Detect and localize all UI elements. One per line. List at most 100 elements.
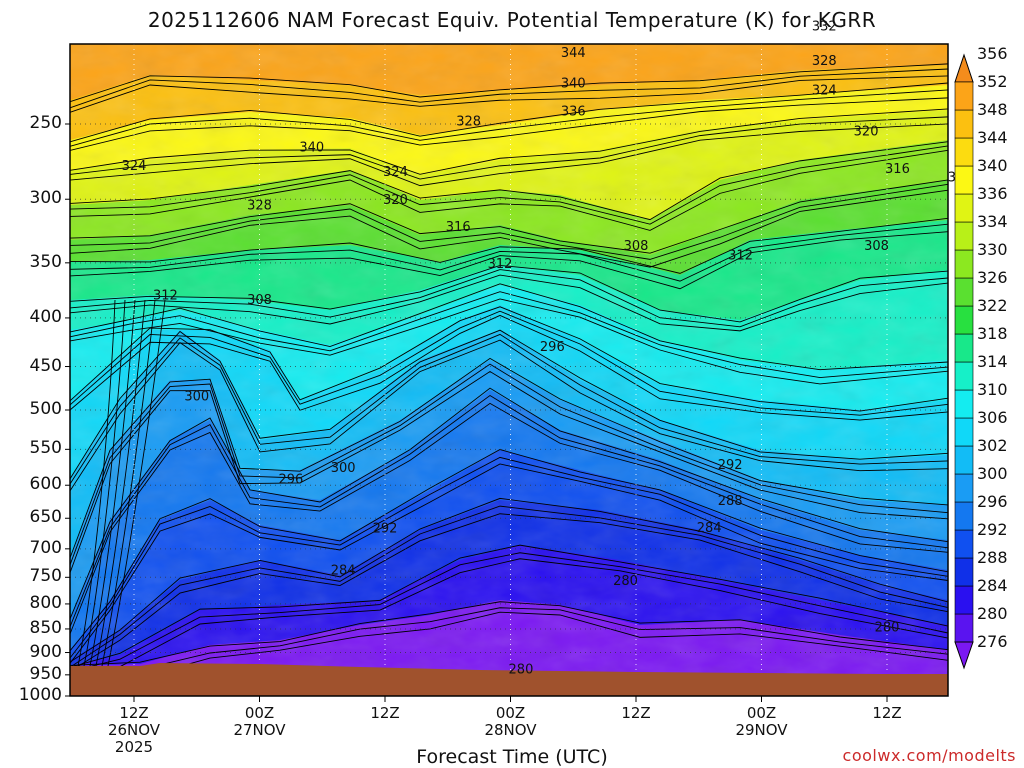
contour-line — [69, 306, 949, 412]
contour-label: 308 — [247, 293, 272, 308]
contour-line — [69, 108, 949, 175]
contour-label: 328 — [456, 115, 481, 130]
contour-line — [69, 145, 949, 225]
chart-title: 2025112606 NAM Forecast Equiv. Potential… — [147, 8, 877, 32]
contour-line — [69, 314, 949, 421]
x-tick-label: 00Z 28NOV — [471, 705, 551, 739]
contour-line — [69, 463, 949, 664]
colorbar-swatch — [954, 445, 974, 475]
colorbar-label: 302 — [977, 436, 1008, 455]
contour-line — [69, 183, 949, 260]
contour-line — [69, 283, 949, 371]
colorbar-top-arrow — [954, 53, 974, 83]
contour-line — [69, 611, 949, 678]
colorbar-label: 340 — [977, 156, 1008, 175]
colorbar-swatch — [954, 613, 974, 643]
contour-label: 296 — [540, 340, 565, 355]
y-tick-label: 1000 — [18, 685, 62, 705]
contour-line — [69, 116, 949, 180]
contour-label: 340 — [561, 76, 586, 91]
x-tick-label-line: 12Z — [872, 704, 902, 722]
colorbar-label: 344 — [977, 128, 1008, 147]
dotted-grid — [70, 44, 948, 696]
x-tick-label: 00Z 29NOV — [722, 705, 802, 739]
contour-label: 344 — [561, 46, 586, 61]
y-tick-label: 400 — [29, 306, 62, 327]
colorbar-swatch — [954, 81, 974, 111]
credit-link[interactable]: coolwx.com/modelts — [842, 746, 1016, 765]
contour-line — [77, 299, 116, 667]
contour-line — [69, 149, 949, 231]
contour-label: 284 — [697, 521, 722, 536]
colorbar-label: 348 — [977, 100, 1008, 119]
y-tick-label: 500 — [29, 399, 62, 419]
y-tick-label: 750 — [29, 566, 62, 587]
contour-line — [69, 357, 949, 559]
colorbar-label: 300 — [977, 464, 1008, 483]
ground-terrain — [70, 663, 948, 696]
field-texture — [70, 44, 948, 696]
contour-label: 328 — [247, 199, 272, 214]
contour-line — [69, 558, 949, 677]
contour-line — [69, 497, 949, 663]
contour-lines — [69, 63, 949, 678]
colorbar-label: 334 — [977, 212, 1008, 231]
contour-line — [69, 552, 949, 672]
contour-label: 320 — [383, 193, 408, 208]
y-tick-label: 250 — [29, 113, 62, 133]
contour-line — [69, 298, 949, 385]
colorbar-label: 292 — [977, 520, 1008, 539]
contour-label: 324 — [122, 159, 147, 174]
contour-line — [69, 607, 949, 671]
contour-line — [89, 299, 136, 667]
contour-line — [69, 513, 949, 672]
contour-label: 336 — [561, 105, 586, 120]
contour-line — [107, 299, 166, 667]
x-tick-label-line: 27NOV — [233, 721, 286, 739]
contour-label: 280 — [509, 662, 534, 677]
y-tick-label: 700 — [29, 537, 62, 558]
contour-line — [69, 223, 949, 282]
colorbar-swatch — [954, 193, 974, 223]
x-tick-label-line: 29NOV — [735, 721, 788, 739]
colorbar-swatch — [954, 221, 974, 251]
x-tick-label-line: 26NOV — [107, 721, 161, 739]
contour-line — [69, 189, 949, 268]
colorbar-label: 296 — [977, 492, 1008, 511]
colorbar-swatch — [954, 417, 974, 447]
colorbar-swatch — [954, 501, 974, 531]
contour-label: 328 — [812, 54, 837, 69]
contour-label: 300 — [331, 461, 356, 476]
contour-label: 312 — [488, 257, 513, 272]
contour-line — [69, 544, 949, 668]
colorbar-swatch — [954, 165, 974, 195]
colorbar-swatch — [954, 277, 974, 307]
contour-label: 284 — [331, 564, 356, 579]
contour-label: 320 — [854, 125, 879, 140]
colorbar-swatch — [954, 529, 974, 559]
contour-line — [83, 299, 126, 667]
x-tick-label-line: 28NOV — [484, 721, 537, 739]
x-axis-title: Forecast Time (UTC) — [416, 746, 608, 768]
y-tick-label: 550 — [29, 438, 62, 459]
contour-label: 288 — [718, 494, 743, 509]
contour-line — [69, 394, 949, 628]
colorbar-swatch — [954, 361, 974, 391]
colorbar-label: 310 — [977, 380, 1008, 399]
colorbar-label: 284 — [977, 576, 1008, 595]
y-tick-label: 300 — [29, 188, 62, 209]
colorbar-label: 276 — [977, 632, 1008, 651]
x-tick-label-line: 12Z — [119, 704, 149, 722]
contour-label: 308 — [624, 239, 649, 254]
contour-line — [69, 89, 949, 147]
contour-label: 308 — [864, 239, 889, 254]
y-tick-label: 800 — [29, 592, 62, 613]
contour-line — [69, 264, 949, 323]
plot-frame — [69, 43, 949, 697]
contour-label: 292 — [718, 458, 743, 473]
y-tick-label: 950 — [29, 663, 62, 684]
colorbar-label: 314 — [977, 352, 1008, 371]
contour-line — [69, 97, 949, 151]
contour-line — [69, 274, 949, 332]
